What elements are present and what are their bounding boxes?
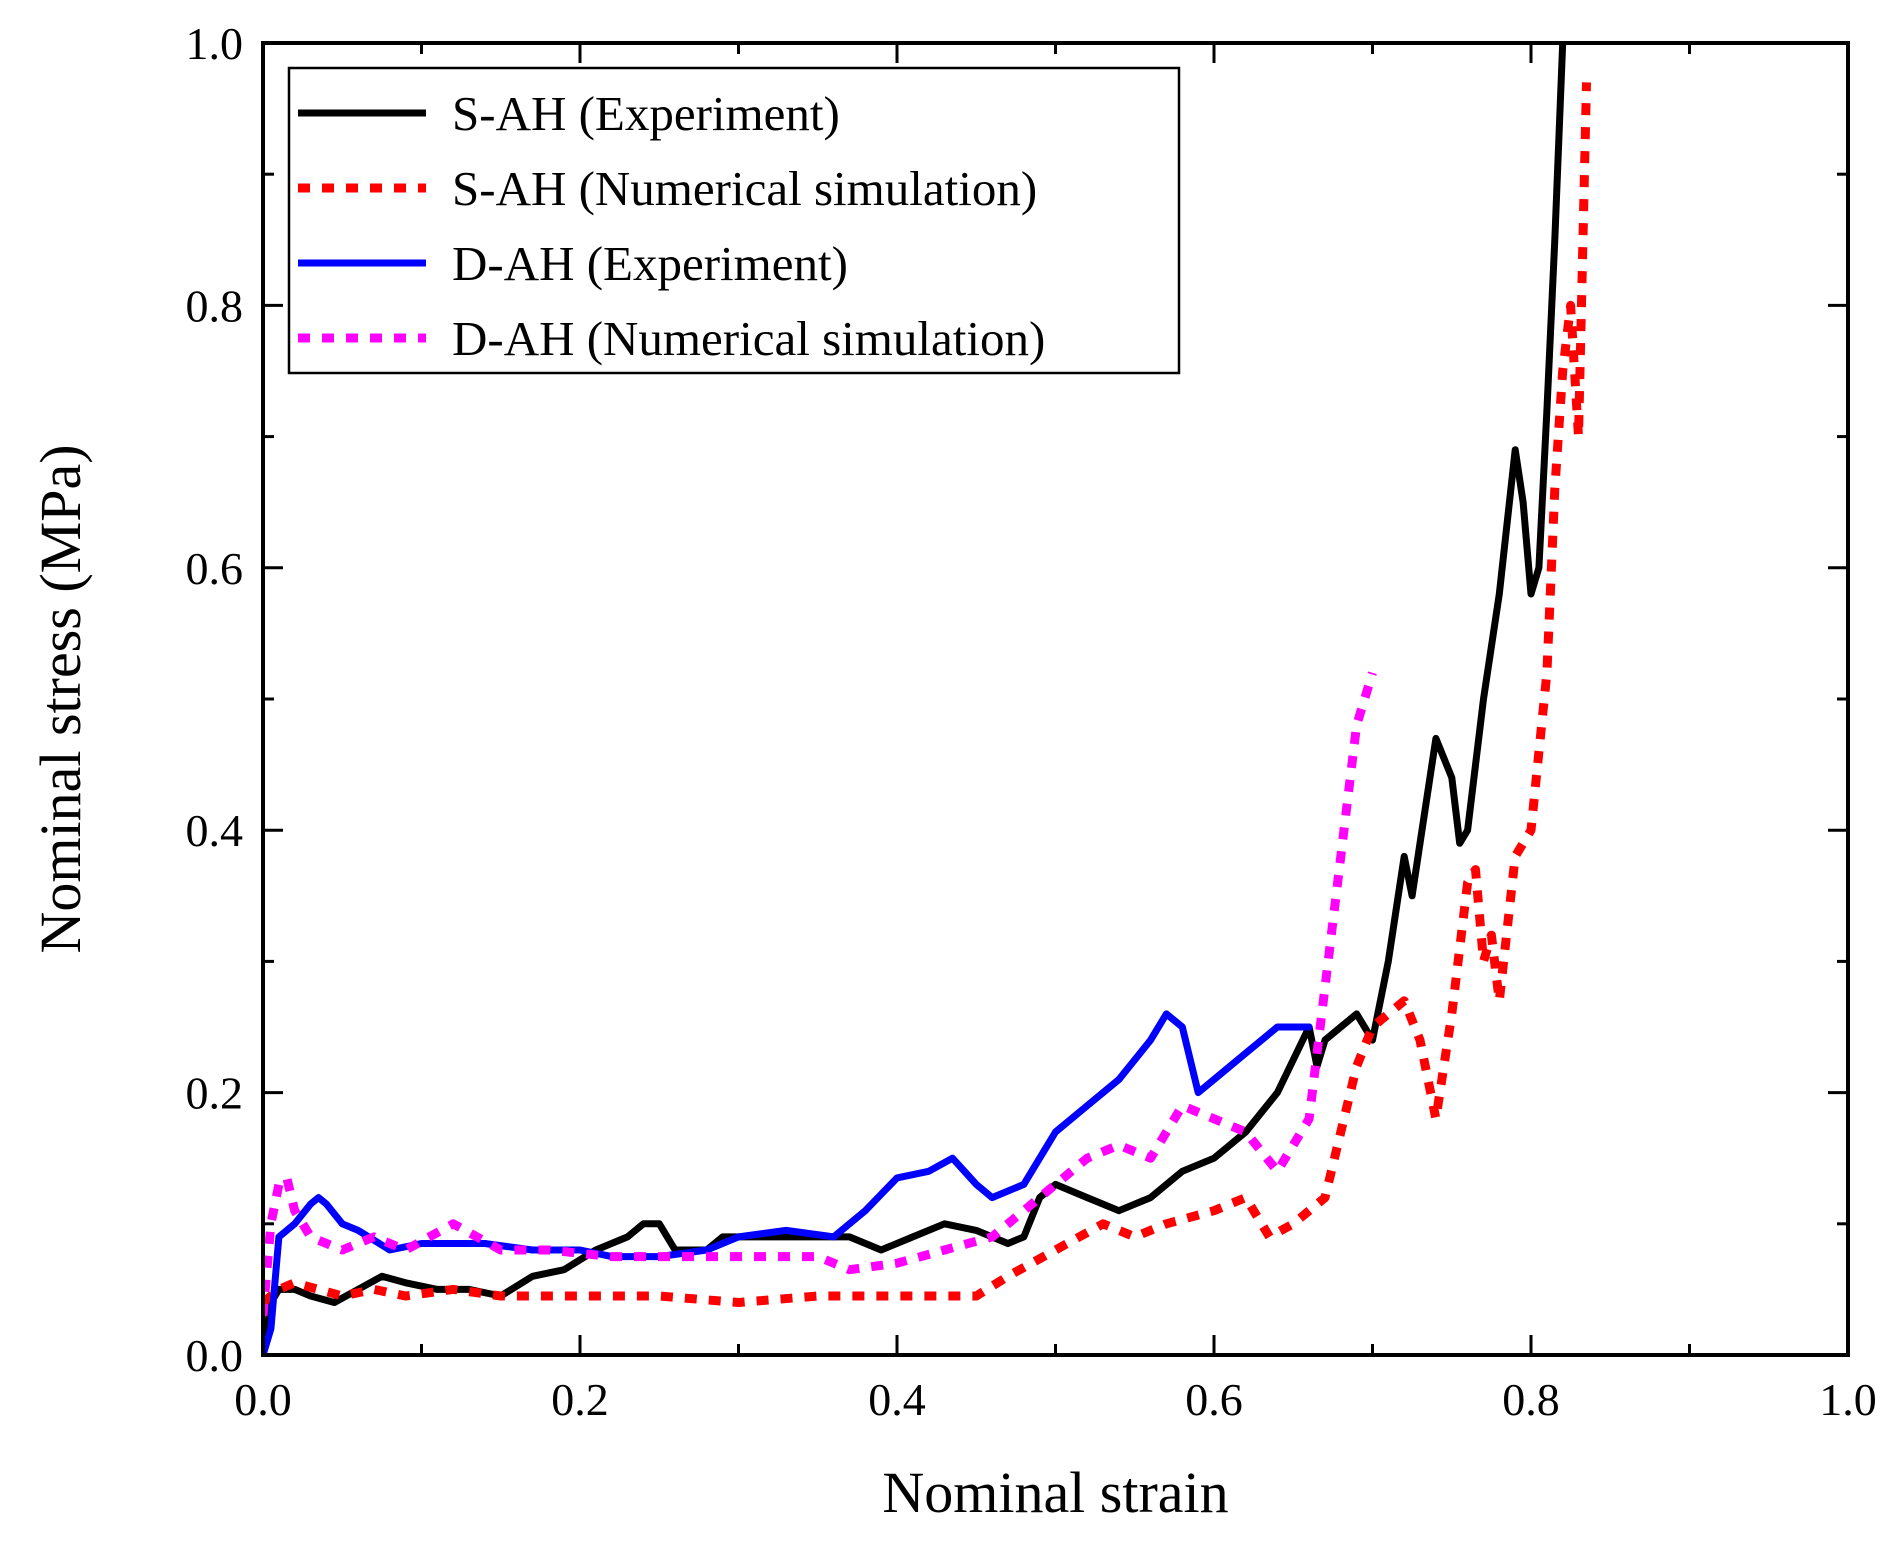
x-tick-label: 0.6 [1185, 1374, 1243, 1425]
y-tick-label: 0.2 [186, 1068, 244, 1119]
y-tick-label: 0.6 [186, 543, 244, 594]
series-line-d-ah-numerical-simulation [263, 671, 1377, 1316]
x-tick-label: 1.0 [1819, 1374, 1877, 1425]
series-line-s-ah-numerical-simulation [263, 82, 1591, 1307]
axes: 0.0 0.2 0.4 0.6 0.8 1.0 0.0 0.2 0.4 0.6 0.8 1.0 [186, 18, 1877, 1425]
legend-label: S-AH (Numerical simulation) [452, 161, 1037, 216]
x-tick-label: 0.0 [234, 1374, 292, 1425]
legend-label: D-AH (Experiment) [452, 236, 848, 291]
legend-label: D-AH (Numerical simulation) [452, 311, 1045, 366]
legend-label: S-AH (Experiment) [452, 86, 840, 141]
plot-frame [261, 41, 1850, 1357]
series-layer [263, 43, 1591, 1355]
y-tick-label: 0.4 [186, 805, 244, 856]
x-tick-label: 0.2 [551, 1374, 609, 1425]
legend: S-AH (Experiment) S-AH (Numerical simulat… [287, 66, 1181, 375]
x-tick-label: 0.8 [1502, 1374, 1560, 1425]
y-tick-label: 0.8 [186, 280, 244, 331]
y-tick-label: 0.0 [186, 1330, 244, 1381]
series-line-d-ah-experiment [263, 1010, 1313, 1355]
x-tick-label: 0.4 [868, 1374, 926, 1425]
x-axis-title: Nominal strain [882, 1460, 1228, 1525]
y-axis-title: Nominal stress (MPa) [28, 444, 93, 953]
legend-box [287, 66, 1181, 375]
y-tick-label: 1.0 [186, 18, 244, 69]
